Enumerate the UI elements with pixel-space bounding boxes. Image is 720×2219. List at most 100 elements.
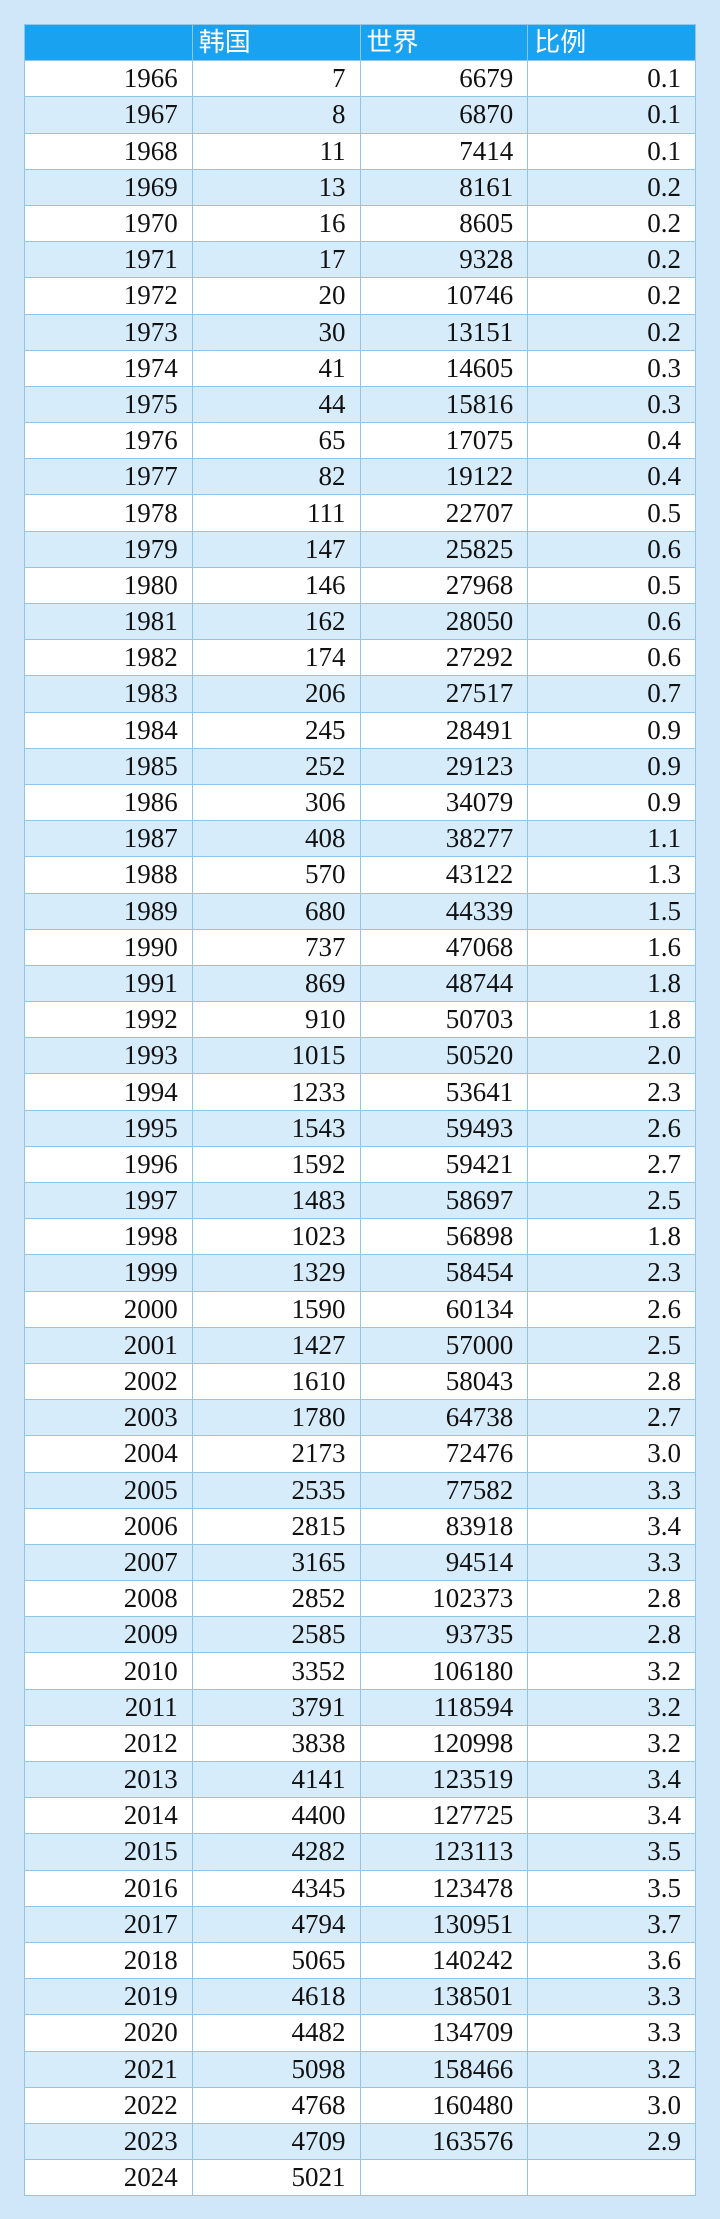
value-cell: 0.2 [527,277,696,315]
value-cell: 1233 [191,1073,361,1111]
value-cell: 41 [191,349,361,387]
value-cell: 38277 [359,820,529,858]
value-cell: 1015 [191,1037,361,1075]
value-cell: 0.6 [527,639,696,677]
value-cell: 134709 [359,2014,529,2052]
value-cell: 1543 [191,1109,361,1147]
table-row: 2013 4141 123519 3.4 [24,1760,696,1799]
value-cell: 138501 [359,1978,529,2016]
value-cell: 2173 [191,1435,361,1473]
table-row: 1989 680 44339 1.5 [24,892,696,930]
value-cell: 162 [191,602,361,641]
header-row: 韩国 世界 比例 [24,23,696,62]
table-row: 2004 2173 72476 3.0 [24,1435,696,1473]
value-cell: 2852 [191,1580,361,1618]
table-row: 2014 4400 127725 3.4 [24,1797,696,1835]
value-cell: 22707 [359,494,529,532]
year-cell: 2024 [24,2159,193,2197]
table-row: 2007 3165 94514 3.3 [24,1543,696,1582]
value-cell: 44 [191,385,361,424]
value-cell: 4794 [191,1905,361,1943]
value-cell: 3.5 [527,1869,696,1907]
table-row: 1968 11 7414 0.1 [24,132,696,170]
value-cell: 48744 [359,964,529,1003]
value-cell: 2.6 [527,1290,696,1328]
year-cell: 1990 [24,928,193,966]
value-cell: 0.7 [527,675,696,713]
value-cell: 0.5 [527,566,696,605]
value-cell: 1.8 [527,1218,696,1256]
value-cell: 140242 [359,1941,529,1980]
value-cell: 737 [191,928,361,966]
value-cell: 82 [191,458,361,496]
value-cell: 14605 [359,349,529,387]
table-row: 1999 1329 58454 2.3 [24,1254,696,1292]
data-table: 韩国 世界 比例 1966 7 6679 0.1 1967 8 6870 0.1 1968 11 7… [24,23,696,2197]
year-cell: 1991 [24,964,193,1003]
value-cell: 47068 [359,928,529,966]
value-cell: 0.3 [527,385,696,424]
value-cell: 8161 [359,168,529,206]
table-row: 2024 5021 [24,2159,696,2197]
value-cell: 869 [191,964,361,1003]
value-cell: 146 [191,566,361,605]
value-cell: 0.6 [527,530,696,568]
year-cell: 1992 [24,1001,193,1039]
value-cell [527,2159,696,2197]
value-cell: 1590 [191,1290,361,1328]
year-cell: 1996 [24,1145,193,1184]
table-row: 2002 1610 58043 2.8 [24,1362,696,1401]
value-cell: 206 [191,675,361,713]
value-cell: 160480 [359,2086,529,2124]
value-cell: 8 [191,96,361,134]
value-cell: 2.8 [527,1362,696,1401]
value-cell: 4709 [191,2122,361,2161]
year-cell: 2006 [24,1507,193,1545]
value-cell: 2815 [191,1507,361,1545]
value-cell: 7 [191,60,361,98]
table-row: 1984 245 28491 0.9 [24,711,696,749]
value-cell: 93735 [359,1616,529,1654]
value-cell: 13151 [359,313,529,351]
table-row: 2017 4794 130951 3.7 [24,1905,696,1943]
table-row: 1998 1023 56898 1.8 [24,1218,696,1256]
value-cell: 680 [191,892,361,930]
year-cell: 2008 [24,1580,193,1618]
table-row: 2016 4345 123478 3.5 [24,1869,696,1907]
year-cell: 1995 [24,1109,193,1147]
table-row: 2019 4618 138501 3.3 [24,1978,696,2016]
value-cell: 17075 [359,422,529,460]
value-cell: 0.1 [527,60,696,98]
value-cell: 0.1 [527,132,696,170]
year-cell: 1966 [24,60,193,98]
value-cell: 3165 [191,1543,361,1582]
value-cell: 120998 [359,1724,529,1763]
value-cell: 94514 [359,1543,529,1582]
year-cell: 2002 [24,1362,193,1401]
year-cell: 1986 [24,783,193,822]
table-row: 1994 1233 53641 2.3 [24,1073,696,1111]
value-cell: 3.6 [527,1941,696,1980]
value-cell: 0.9 [527,711,696,749]
value-cell: 6870 [359,96,529,134]
value-cell: 252 [191,747,361,785]
value-cell: 3.2 [527,1688,696,1726]
table-row: 1991 869 48744 1.8 [24,964,696,1003]
table-row: 1985 252 29123 0.9 [24,747,696,785]
year-cell: 1987 [24,820,193,858]
value-cell: 2.6 [527,1109,696,1147]
value-cell: 11 [191,132,361,170]
year-cell: 1967 [24,96,193,134]
value-cell: 1.8 [527,1001,696,1039]
value-cell: 25825 [359,530,529,568]
value-cell: 0.2 [527,313,696,351]
table-row: 1982 174 27292 0.6 [24,639,696,677]
value-cell: 2.5 [527,1326,696,1364]
value-cell: 13 [191,168,361,206]
value-cell: 7414 [359,132,529,170]
value-cell: 16 [191,204,361,243]
year-cell: 2017 [24,1905,193,1943]
value-cell: 3.3 [527,1471,696,1509]
year-cell: 1994 [24,1073,193,1111]
